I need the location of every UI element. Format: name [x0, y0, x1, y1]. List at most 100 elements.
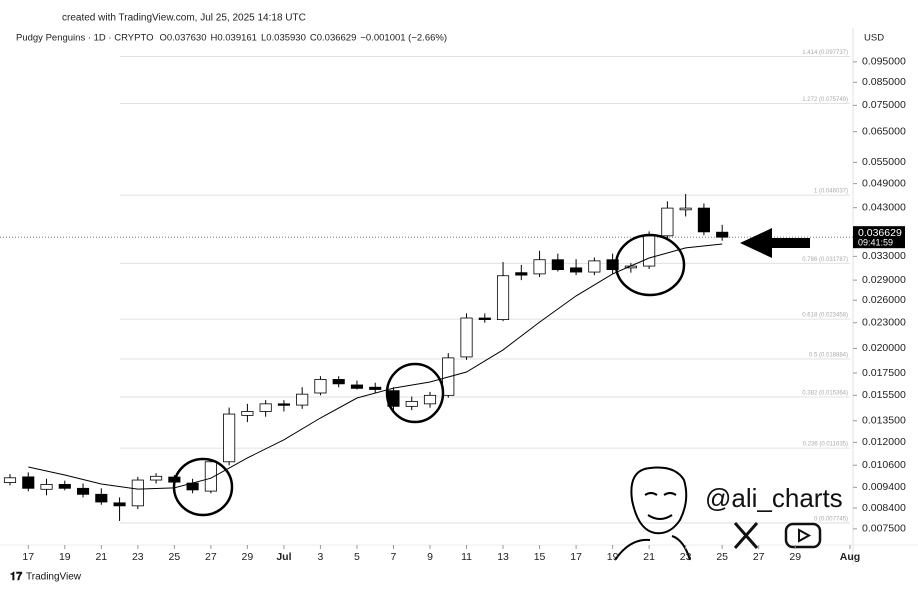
candle-body — [606, 259, 619, 271]
x-tick-label: 19 — [59, 551, 71, 563]
fib-label: 0.618 (0.023458) — [802, 313, 848, 319]
candle-body — [259, 403, 272, 412]
y-tick-label: 0.065000 — [862, 125, 906, 137]
candle-body — [131, 479, 144, 507]
plot: 1.414 (0.097737) 1.272 (0.075749) 1 (0.046… — [0, 50, 853, 524]
candle-body — [533, 259, 546, 275]
candle-body — [570, 267, 583, 273]
candle-body — [588, 260, 601, 273]
candle-body — [277, 403, 290, 406]
x-tick-label: 25 — [716, 551, 728, 563]
x-tick-label: 19 — [607, 551, 619, 563]
x-tick-label: 21 — [643, 551, 655, 563]
x-tick-label: 23 — [680, 551, 692, 563]
candle-body — [350, 384, 364, 389]
y-tick-label: 0.015500 — [862, 389, 906, 401]
x-tick-label: 3 — [318, 551, 324, 563]
x-tick-label: Aug — [840, 551, 860, 563]
x-tick-label: 23 — [132, 551, 144, 563]
x-tick-label: 29 — [789, 551, 801, 563]
candle-body — [661, 207, 674, 237]
fib-label: 1.414 (0.097737) — [802, 50, 848, 56]
candle-body — [460, 317, 473, 358]
candle-body — [423, 394, 437, 405]
candle-body — [478, 317, 491, 320]
countdown: 09:41:59 — [858, 238, 893, 248]
ohlc-high: H0.039161 — [210, 33, 256, 44]
x-tick-label: 17 — [22, 551, 34, 563]
y-tick-label: 0.008400 — [862, 502, 906, 514]
candle-body — [314, 379, 327, 394]
y-tick-label: 0.043000 — [862, 201, 906, 213]
candle-body — [332, 379, 345, 385]
highlight-circle — [385, 362, 445, 424]
ohlc-change: −0.001001 (−2.66%) — [360, 33, 447, 44]
x-tick-label: 13 — [497, 551, 509, 563]
candle-body — [496, 275, 510, 320]
youtube-logo — [798, 528, 812, 543]
caption: created with TradingView.com, Jul 25, 20… — [62, 13, 306, 24]
candle-body — [113, 502, 126, 507]
y-tick-label: 0.023000 — [862, 317, 906, 329]
candle-body — [76, 487, 90, 495]
x-tick-label: 5 — [354, 551, 360, 563]
candle-body — [296, 393, 309, 406]
fib-label: 0.236 (0.011635) — [803, 442, 848, 448]
y-tick-label: 0.033000 — [862, 250, 906, 262]
fib-label: 1.272 (0.075749) — [802, 97, 848, 103]
candle-body — [643, 235, 656, 267]
avatar — [614, 466, 691, 561]
arrow — [740, 228, 810, 258]
y-tick-label: 0.049000 — [862, 177, 906, 189]
x-tick-label: 7 — [391, 551, 397, 563]
ohlc-low: L0.035930 — [261, 33, 306, 44]
brand: TradingView — [26, 572, 82, 583]
y-tick-label: 0.026000 — [862, 294, 906, 306]
youtube-logo — [784, 522, 822, 549]
x-logo — [733, 522, 759, 549]
y-tick-label: 0.010600 — [862, 459, 906, 471]
fib-label: 0.382 (0.015364) — [802, 391, 848, 397]
candle-body — [515, 272, 528, 276]
candle-body — [3, 477, 17, 483]
highlight-circle — [614, 233, 686, 297]
y-tick-label: 0.095000 — [862, 56, 906, 68]
fib-label: 0.5 (0.018884) — [809, 353, 848, 359]
fib-label: 0.786 (0.031787) — [802, 257, 848, 263]
y-tick-label: 0.085000 — [862, 76, 906, 88]
x-tick-label: 15 — [534, 551, 546, 563]
currency: USD — [864, 33, 884, 44]
fib-label: 1 (0.046037) — [814, 189, 848, 195]
y-tick-label: 0.007500 — [862, 523, 906, 535]
y-tick-label: 0.020000 — [862, 342, 906, 354]
price-tag-label: 0.036629 — [858, 227, 902, 239]
y-tick-label: 0.075000 — [862, 99, 906, 111]
x-tick-label: 21 — [95, 551, 107, 563]
candle-body — [223, 413, 236, 463]
symbol: Pudgy Penguins · 1D · CRYPTO — [16, 33, 153, 44]
moving-average — [28, 243, 723, 490]
candle-body — [551, 259, 564, 271]
candle-body — [204, 461, 217, 492]
y-tick-label: 0.012000 — [862, 436, 906, 448]
candle-body — [95, 493, 108, 503]
fib-label: 0 (0.007745) — [814, 517, 848, 523]
candle-body — [697, 207, 710, 233]
price-tag — [853, 226, 905, 249]
y-tick-label: 0.055000 — [862, 156, 906, 168]
x-tick-label: 11 — [461, 551, 472, 563]
x-tick-label: 27 — [205, 551, 217, 563]
ohlc-close: C0.036629 — [310, 33, 356, 44]
ohlc-open: O0.037630 — [159, 33, 206, 44]
x-tick-label: Jul — [276, 551, 291, 563]
x-tick-label: 17 — [570, 551, 582, 563]
y-tick-label: 0.009400 — [862, 481, 906, 493]
candle-body — [716, 231, 729, 238]
y-tick-label: 0.029000 — [862, 274, 906, 286]
brand-logo: 𝟏𝟕 — [10, 571, 23, 583]
x-tick-label: 27 — [753, 551, 765, 563]
x-tick-label: 29 — [242, 551, 254, 563]
highlight-circle — [172, 457, 234, 517]
